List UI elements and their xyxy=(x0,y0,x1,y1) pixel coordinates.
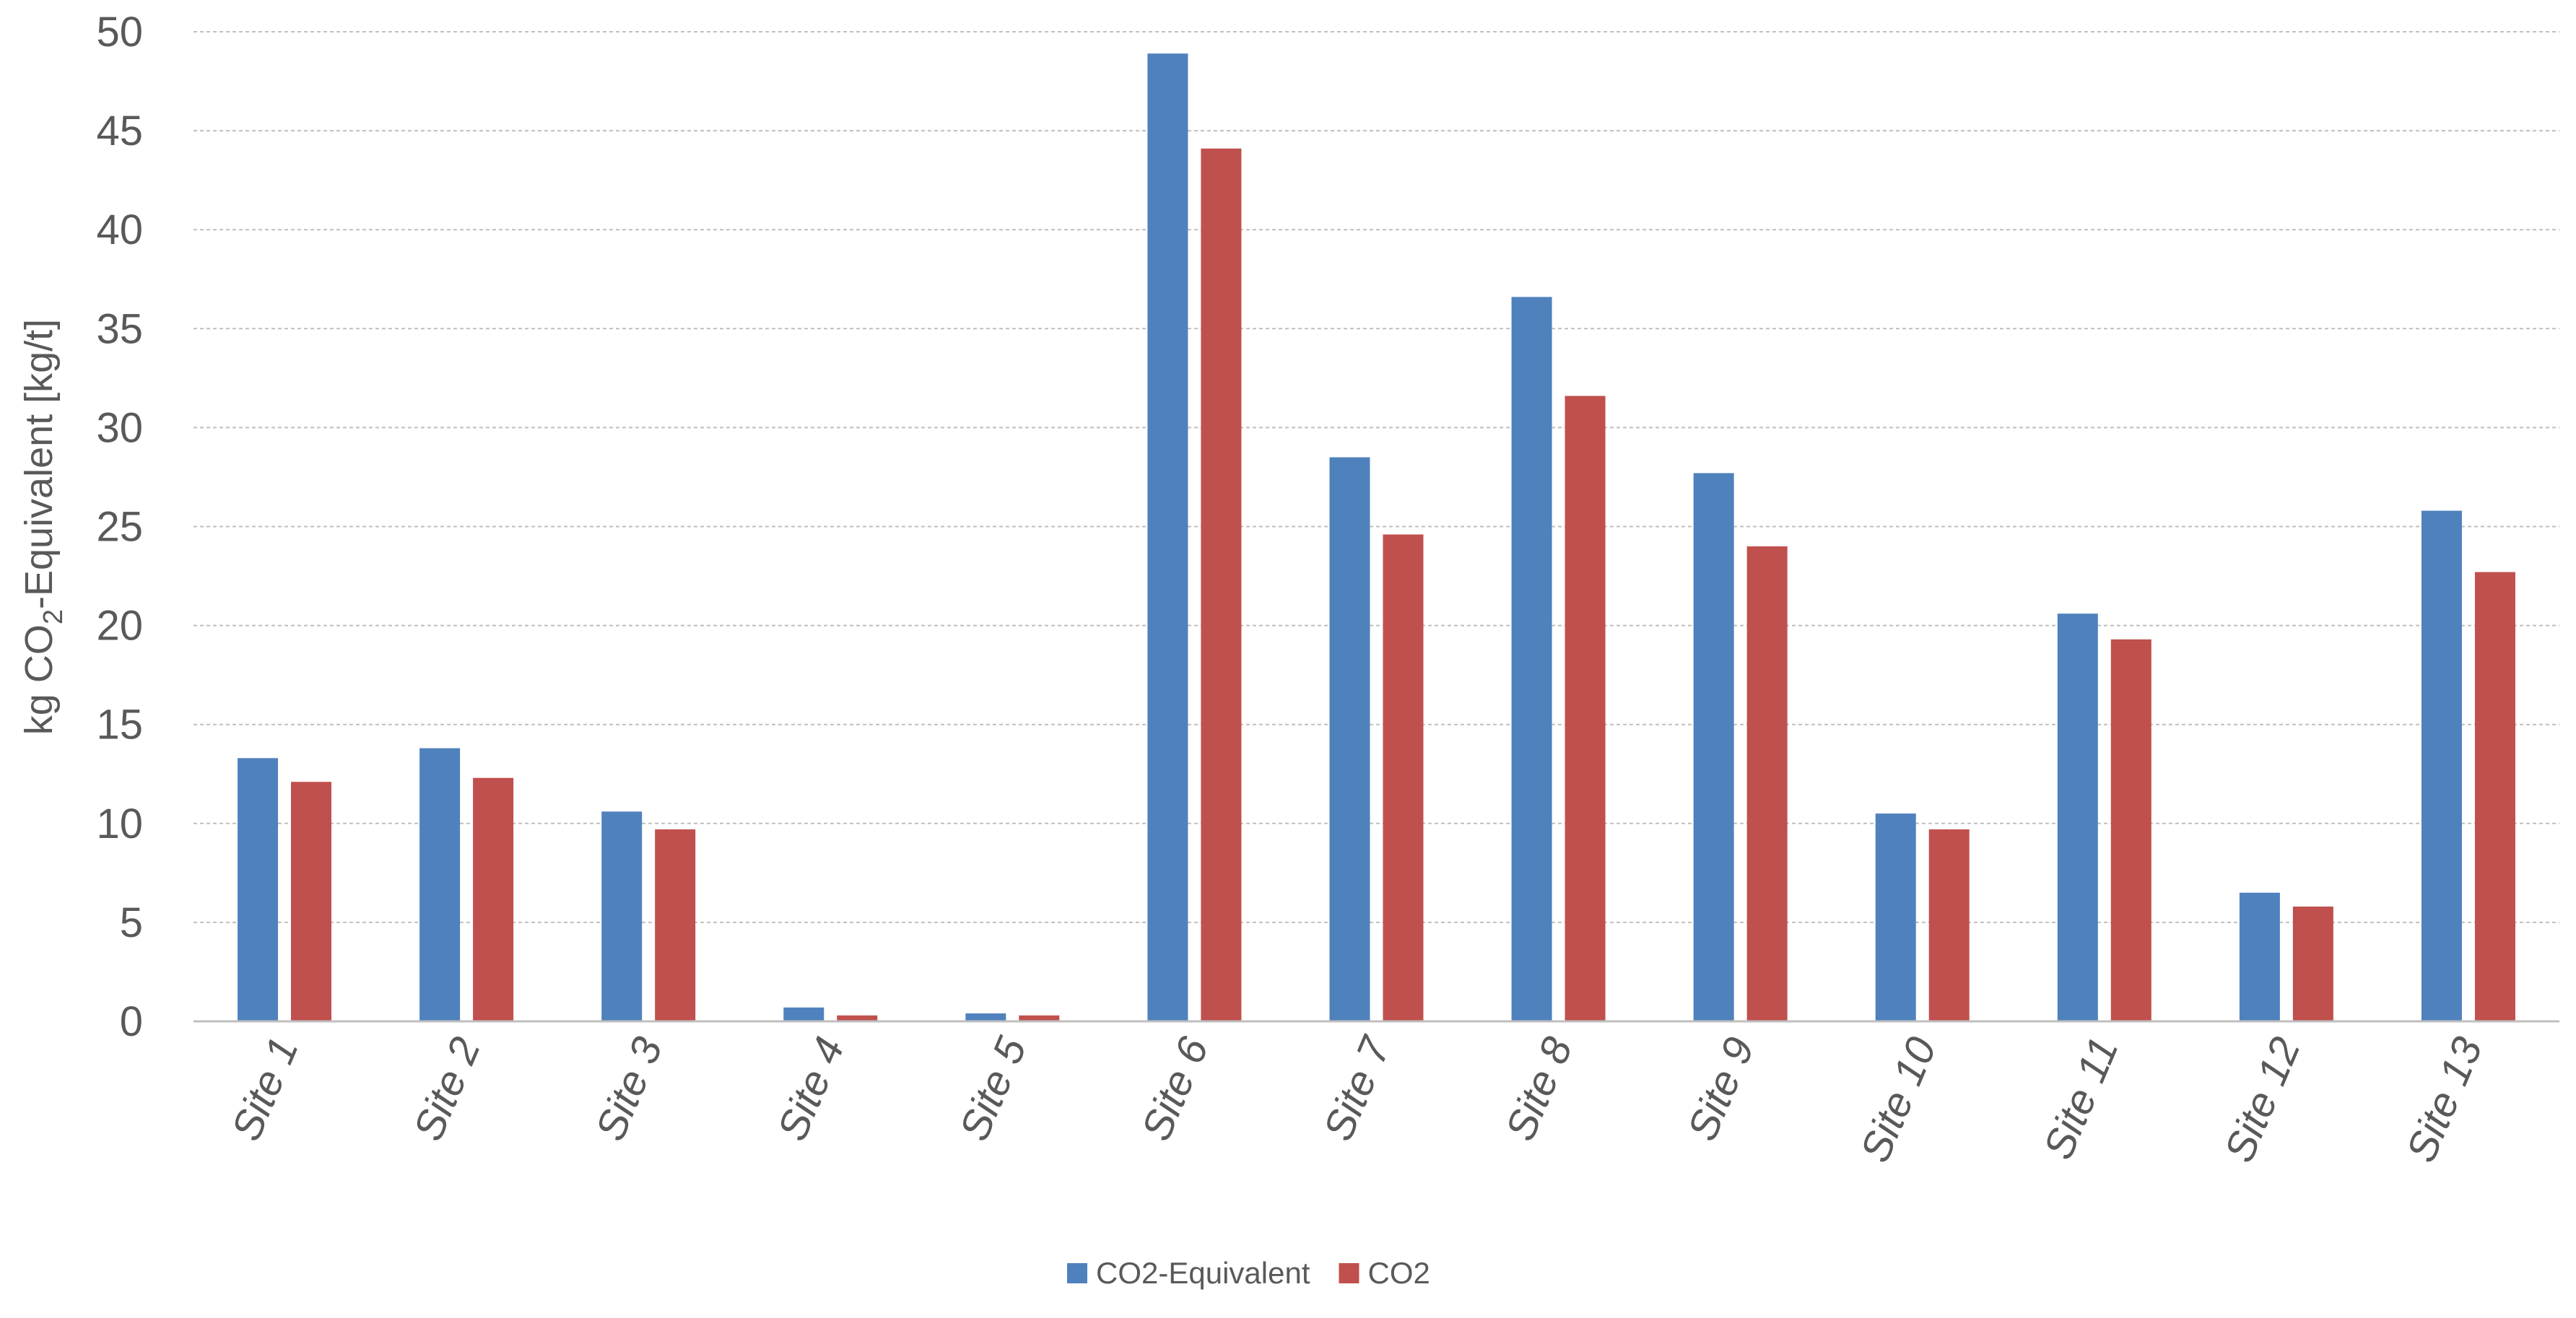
x-tick-label: Site 3 xyxy=(586,1031,671,1148)
x-tick-label: Site 13 xyxy=(2398,1031,2492,1169)
bar-co2-equivalent-site-6 xyxy=(1147,53,1188,1022)
bar-co2-site-4 xyxy=(837,1015,878,1021)
bar-co2-equivalent-site-12 xyxy=(2239,892,2280,1021)
y-tick-label: 50 xyxy=(96,9,143,56)
y-tick-label: 35 xyxy=(96,305,143,352)
bar-co2-site-13 xyxy=(2474,572,2515,1021)
bar-co2-equivalent-site-7 xyxy=(1329,457,1370,1021)
bar-co2-site-10 xyxy=(1928,829,1970,1021)
bar-co2-site-2 xyxy=(473,777,514,1021)
bar-co2-equivalent-site-4 xyxy=(783,1007,824,1021)
bar-co2-site-6 xyxy=(1201,148,1242,1022)
bar-co2-site-8 xyxy=(1565,396,1606,1021)
y-tick-label: 20 xyxy=(96,603,143,650)
bar-co2-equivalent-site-10 xyxy=(1875,813,1916,1021)
bars xyxy=(238,53,2515,1022)
bar-co2-site-11 xyxy=(2110,639,2151,1021)
y-tick-label: 5 xyxy=(120,899,143,946)
legend: CO2-Equivalent CO2 xyxy=(1067,1256,1430,1290)
y-tick-label: 0 xyxy=(120,998,143,1045)
y-tick-label: 45 xyxy=(96,108,143,154)
x-tick-label: Site 1 xyxy=(222,1031,308,1148)
bar-co2-site-9 xyxy=(1746,546,1788,1021)
y-axis-title-subscript: 2 xyxy=(38,609,69,624)
bar-co2-equivalent-site-5 xyxy=(965,1013,1006,1021)
x-tick-label: Site 12 xyxy=(2215,1031,2309,1169)
x-tick-label: Site 11 xyxy=(2035,1031,2128,1166)
bar-co2-site-7 xyxy=(1383,534,1424,1021)
legend-swatch-co2-equivalent xyxy=(1067,1263,1087,1283)
bar-co2-equivalent-site-9 xyxy=(1693,473,1734,1021)
x-tick-label: Site 7 xyxy=(1315,1029,1401,1147)
x-tick-label: Site 2 xyxy=(404,1031,489,1148)
bar-co2-site-12 xyxy=(2292,906,2333,1021)
bar-co2-equivalent-site-3 xyxy=(601,811,643,1021)
bar-co2-equivalent-site-11 xyxy=(2057,614,2098,1021)
y-axis-title: kg CO2-Equivalent [kg/t] xyxy=(17,319,69,735)
y-axis-title-prefix: kg CO xyxy=(17,624,61,735)
x-tick-label: Site 5 xyxy=(951,1030,1036,1148)
x-axis-ticks: Site 1 Site 2 Site 3 Site 4 Site 5 Site 6 Site… xyxy=(222,1029,2492,1169)
x-tick-label: Site 4 xyxy=(768,1031,853,1148)
x-tick-label: Site 8 xyxy=(1497,1031,1582,1148)
y-tick-label: 30 xyxy=(96,404,143,451)
x-tick-label: Site 9 xyxy=(1679,1031,1764,1148)
y-tick-label: 40 xyxy=(96,206,143,253)
legend-label: CO2 xyxy=(1367,1256,1430,1290)
bar-co2-equivalent-site-2 xyxy=(419,748,461,1021)
x-tick-label: Site 10 xyxy=(1851,1031,1945,1169)
x-tick-label: Site 6 xyxy=(1133,1030,1218,1148)
bar-co2-site-1 xyxy=(291,782,332,1021)
gridlines xyxy=(193,31,2559,923)
bar-co2-equivalent-site-8 xyxy=(1511,297,1552,1022)
y-tick-label: 10 xyxy=(96,800,143,847)
y-axis-title-suffix: -Equivalent [kg/t] xyxy=(17,319,61,609)
bar-co2-equivalent-site-1 xyxy=(238,758,279,1021)
legend-label: CO2-Equivalent xyxy=(1096,1256,1310,1290)
bar-co2-site-3 xyxy=(655,829,696,1021)
y-tick-label: 25 xyxy=(96,504,143,551)
y-tick-label: 15 xyxy=(96,702,143,749)
bar-co2-site-5 xyxy=(1019,1015,1060,1021)
y-axis-ticks: 0 5 10 15 20 25 30 35 40 45 50 xyxy=(96,9,143,1045)
legend-swatch-co2 xyxy=(1339,1263,1359,1283)
bar-co2-equivalent-site-13 xyxy=(2421,510,2462,1021)
